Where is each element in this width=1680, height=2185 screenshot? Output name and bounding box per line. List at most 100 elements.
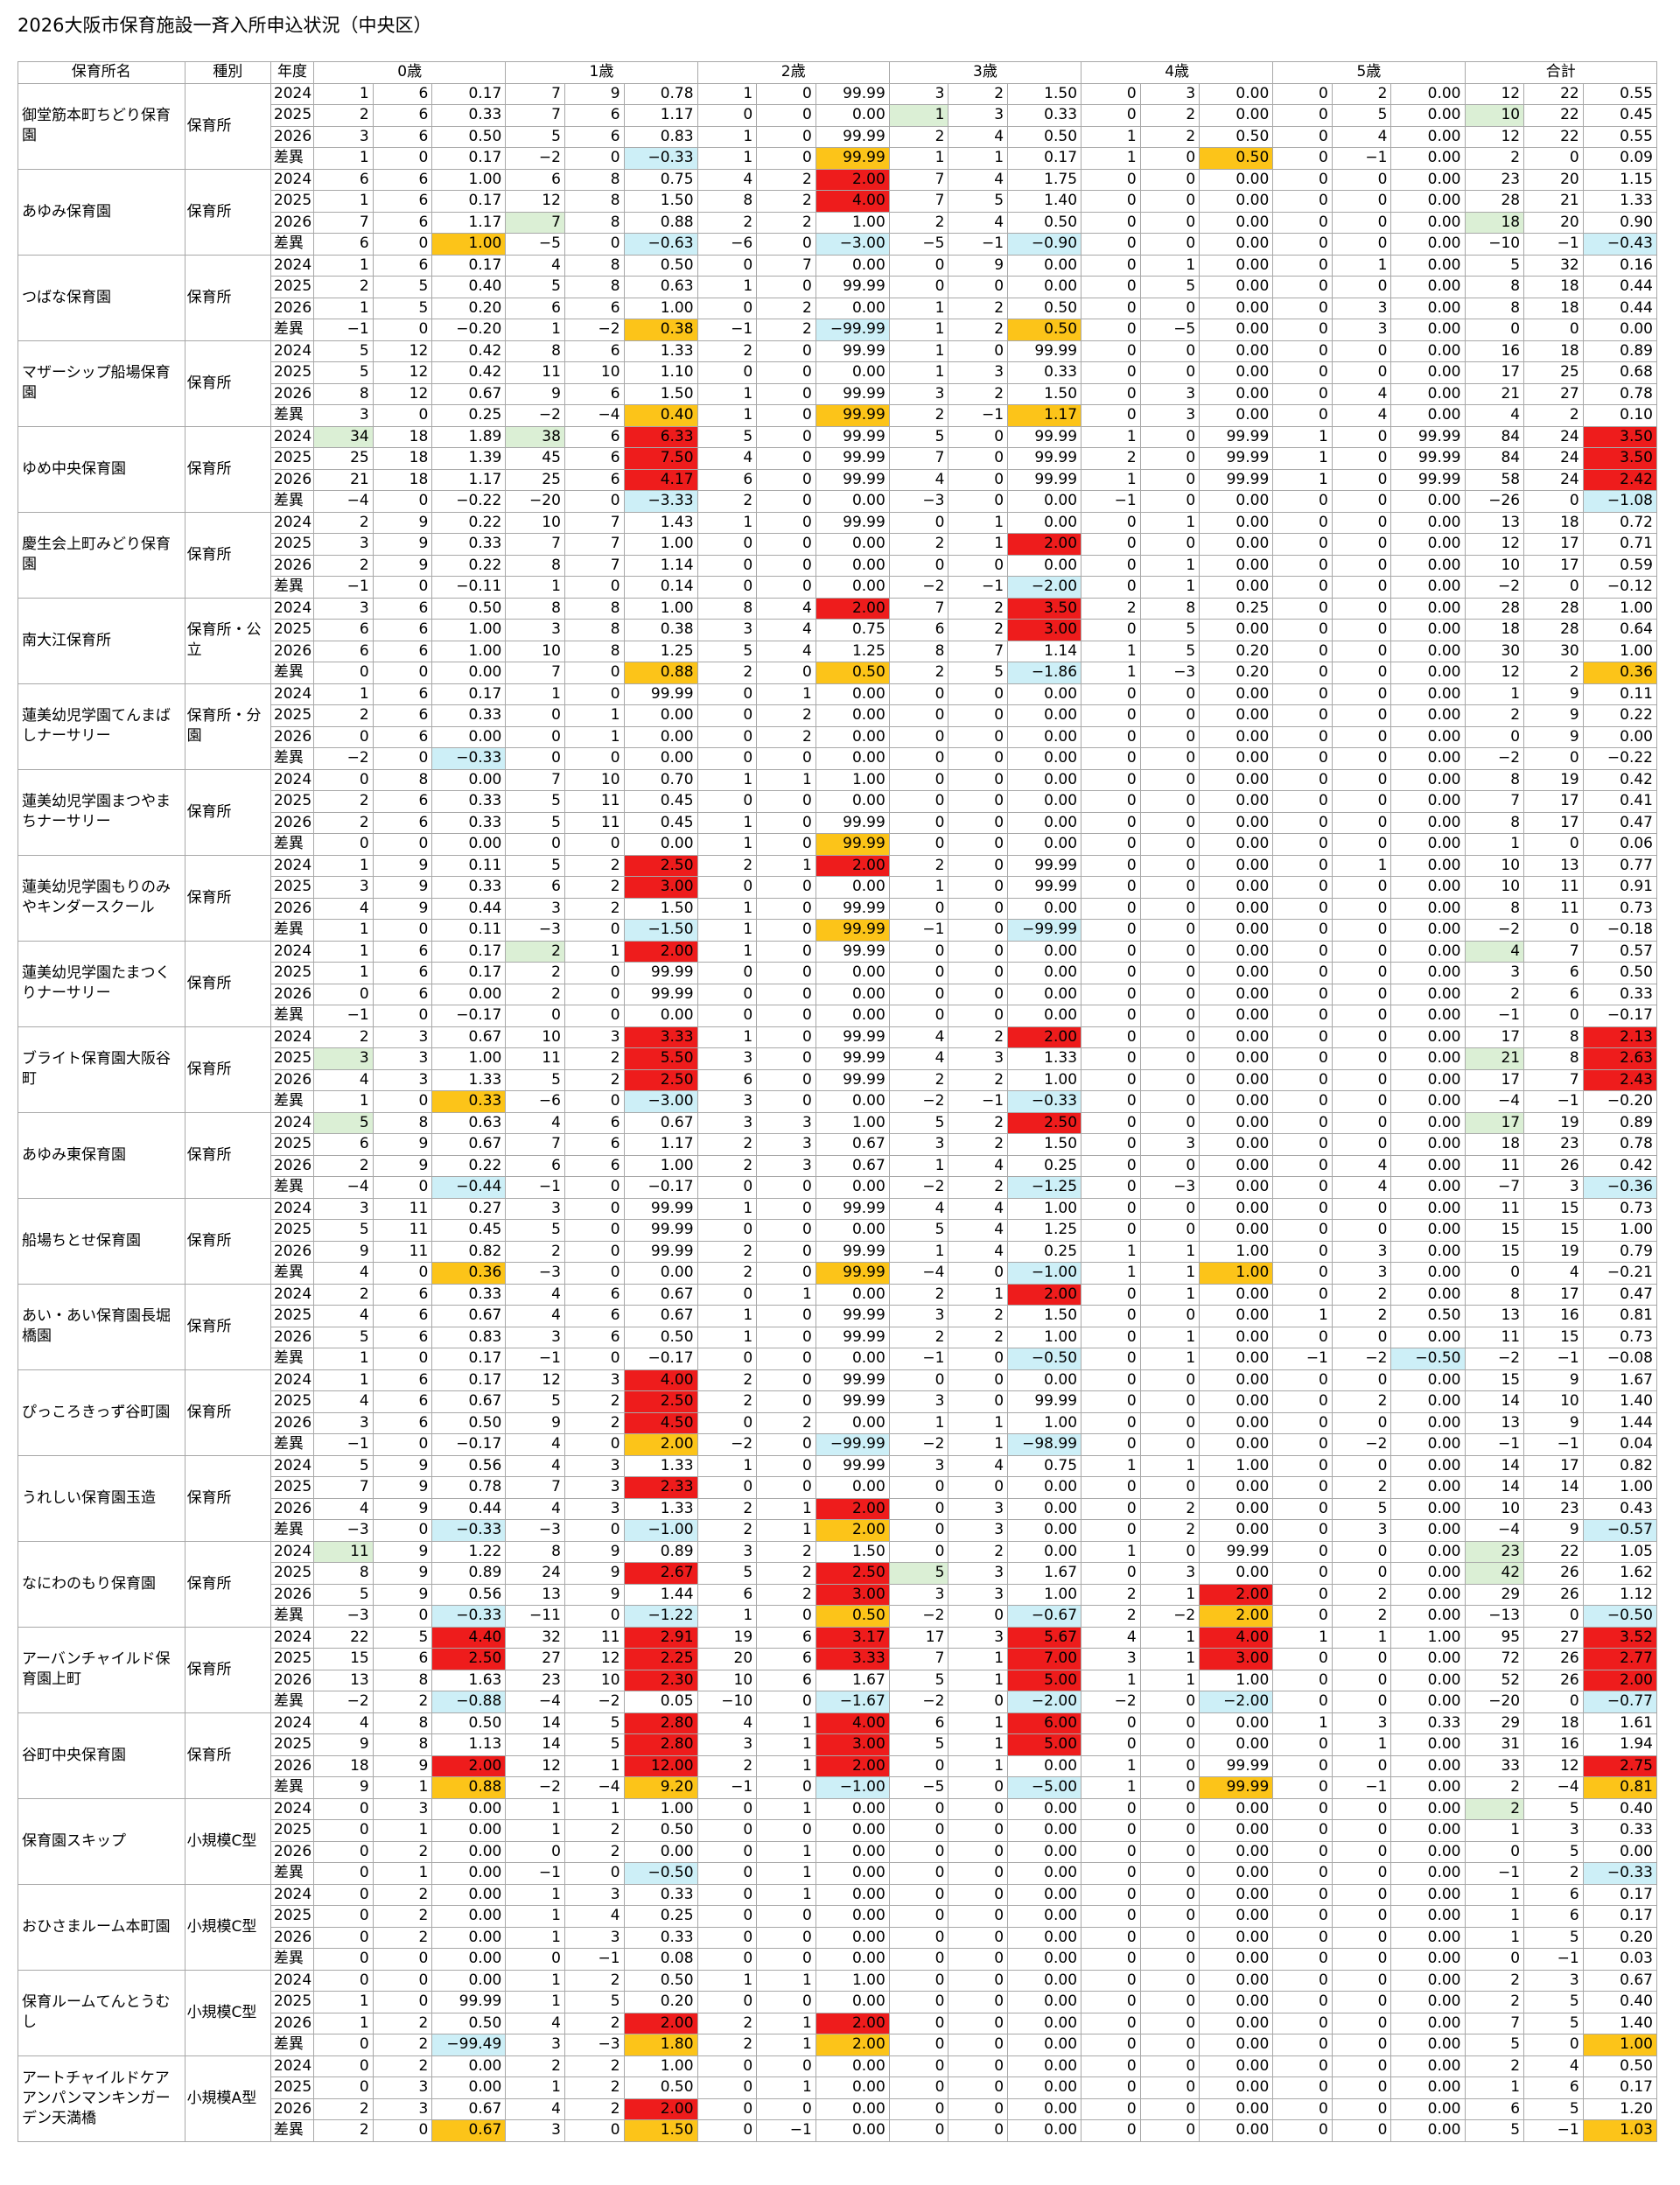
value-cell: 9 [1523, 1369, 1584, 1391]
value-cell: 0.22 [431, 511, 507, 534]
value-cell: 1 [313, 962, 374, 984]
value-cell: 2 [372, 1905, 433, 1928]
value-cell: 0 [372, 662, 433, 684]
value-cell: 0 [1081, 1005, 1141, 1027]
value-cell: 0 [372, 404, 433, 427]
year-cell: 2025 [270, 533, 315, 556]
value-cell: 6 [313, 640, 374, 662]
value-cell: 0.27 [431, 1197, 507, 1220]
value-cell: −1 [505, 1348, 565, 1370]
value-cell: 0 [1081, 1047, 1141, 1070]
value-cell: 0 [888, 1905, 949, 1928]
year-cell: 2025 [270, 276, 315, 298]
value-cell: 2.50 [1007, 1111, 1082, 1134]
value-cell: 0.33 [623, 1883, 698, 1906]
year-cell: 差異 [270, 1948, 315, 1971]
value-cell: 0 [1081, 1219, 1141, 1242]
value-cell: 2 [505, 940, 565, 963]
value-cell: 7 [1464, 2012, 1525, 2034]
year-cell: 2024 [270, 1026, 315, 1048]
value-cell: 0 [948, 1691, 1009, 1713]
value-cell: −4 [313, 1176, 374, 1199]
value-cell: 1 [696, 1454, 758, 1477]
value-cell: 0.00 [1199, 361, 1274, 384]
value-cell: 5 [505, 1390, 565, 1413]
value-cell: 1 [1139, 554, 1200, 577]
value-cell: 0 [756, 940, 816, 963]
value-cell: 0 [1081, 919, 1141, 942]
value-cell: 25 [313, 447, 374, 470]
value-cell: 0.00 [1199, 1497, 1274, 1520]
value-cell: 0 [1272, 1754, 1333, 1777]
facility-name: つばな保育園 [18, 254, 186, 341]
value-cell: −2 [564, 1691, 625, 1713]
value-cell: 2 [756, 1411, 816, 1434]
value-cell: 6 [696, 468, 758, 491]
value-cell: 1 [948, 533, 1009, 556]
value-cell: 0 [1272, 2119, 1333, 2142]
value-cell: 1.67 [1582, 1369, 1658, 1391]
value-cell: 1 [505, 1991, 565, 2013]
value-cell: 0 [696, 1176, 758, 1199]
value-cell: 0.00 [815, 704, 890, 727]
value-cell: 0 [372, 1262, 433, 1285]
value-cell: 0.00 [1390, 147, 1466, 170]
value-cell: 2.00 [815, 854, 890, 877]
value-cell: 1 [696, 125, 758, 148]
value-cell: 0 [1331, 1840, 1392, 1863]
value-cell: 0 [1081, 1476, 1141, 1499]
value-cell: 18 [1523, 1712, 1584, 1734]
value-cell: 0 [1272, 1540, 1333, 1563]
value-cell: 0 [696, 1905, 758, 1928]
value-cell: 0 [313, 983, 374, 1005]
facility-type: 保育所 [184, 1454, 271, 1542]
value-cell: 0 [948, 1948, 1009, 1971]
value-cell: 18 [1523, 297, 1584, 319]
table-row: 2025 1 6 0.17 2 0 99.99 0 0 0.00 0 0 0.00 0 0 0.00 0 0 0.0… [18, 962, 1658, 984]
value-cell: 0 [1081, 319, 1141, 341]
value-cell: 0 [888, 962, 949, 984]
value-cell: −1 [564, 1948, 625, 1971]
facility-name: 蓮美幼児学園てんまばしナーサリー [18, 683, 186, 770]
value-cell: 12 [372, 361, 433, 384]
value-cell: 1 [313, 1369, 374, 1391]
value-cell: 0.00 [1199, 1090, 1274, 1113]
value-cell: 0.00 [815, 1991, 890, 2013]
value-cell: 1 [888, 319, 949, 341]
value-cell: 1.50 [815, 1540, 890, 1563]
value-cell: −3.00 [623, 1090, 698, 1113]
value-cell: 0.00 [1390, 1540, 1466, 1563]
value-cell: 1.33 [623, 340, 698, 362]
facility-name: アーバンチャイルド保育園上町 [18, 1626, 186, 1713]
value-cell: 0 [888, 1840, 949, 1863]
value-cell: −10 [696, 1691, 758, 1713]
value-cell: 0.00 [815, 1840, 890, 1863]
value-cell: 0 [756, 533, 816, 556]
value-cell: 8 [1464, 897, 1525, 920]
value-cell: 3 [1331, 1240, 1392, 1263]
value-cell: 1 [948, 1712, 1009, 1734]
value-cell: −3 [564, 2034, 625, 2056]
value-cell: 0 [1081, 1326, 1141, 1348]
table-row: 保育園スキップ 小規模C型 2024 0 3 0.00 1 1 1.00 0 1 0.00 0 0 0.00… [18, 1797, 1658, 1885]
value-cell: 1.25 [1007, 1219, 1082, 1242]
year-cell: 2025 [270, 1733, 315, 1756]
value-cell: 9 [505, 382, 565, 405]
value-cell: −1 [948, 233, 1009, 256]
value-cell: 3 [313, 1197, 374, 1220]
value-cell: 6 [372, 1411, 433, 1434]
value-cell: −1 [696, 319, 758, 341]
value-cell: −0.17 [431, 1005, 507, 1027]
value-cell: 1 [756, 1712, 816, 1734]
value-cell: −4 [564, 404, 625, 427]
value-cell: 2 [948, 82, 1009, 105]
value-cell: 0.00 [1390, 1605, 1466, 1628]
value-cell: 0.33 [1582, 1819, 1658, 1842]
value-cell: 2 [888, 404, 949, 427]
value-cell: 0.00 [1007, 1905, 1082, 1928]
value-cell: 0.00 [1199, 683, 1274, 705]
value-cell: 1 [888, 1154, 949, 1177]
value-cell: 2 [372, 1840, 433, 1863]
value-cell: 0 [1081, 1390, 1141, 1413]
value-cell: 2 [696, 1369, 758, 1391]
